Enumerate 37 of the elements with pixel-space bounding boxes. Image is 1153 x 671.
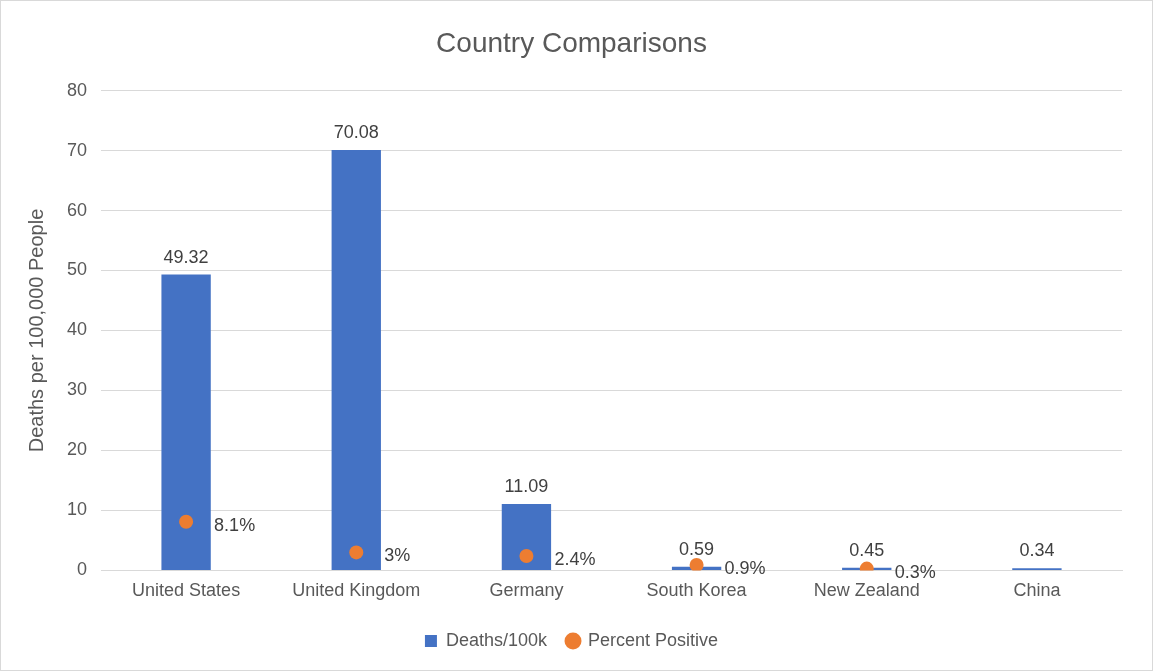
data-label: 0.34 (1019, 540, 1055, 561)
bar (501, 503, 552, 570)
bar (331, 150, 381, 570)
x-tick-label: China (1013, 580, 1062, 601)
point (349, 545, 364, 560)
point (519, 549, 534, 564)
y-axis-title: Deaths per 100,000 People (24, 208, 47, 453)
data-label: 49.32 (163, 246, 209, 267)
data-label: 0.59 (679, 538, 715, 559)
data-label: 0.45 (849, 539, 885, 560)
x-tick-label: United States (132, 580, 241, 601)
y-tick-label: 30 (66, 379, 88, 400)
legend-label: Percent Positive (588, 629, 719, 650)
y-tick-label: 10 (66, 499, 88, 520)
y-tick-label: 80 (66, 79, 88, 100)
bar (161, 274, 211, 570)
y-tick-label: 60 (66, 199, 88, 220)
legend-label: Deaths/100k (445, 629, 548, 650)
x-tick-label: New Zealand (813, 580, 920, 601)
data-label: 70.08 (333, 122, 379, 143)
y-tick-label: 20 (66, 439, 88, 460)
y-tick-label: 70 (66, 139, 88, 160)
data-label: 0.9% (724, 557, 766, 578)
data-label: 2.4% (554, 548, 596, 569)
y-tick-label: 50 (66, 259, 88, 280)
data-label: 3% (384, 545, 411, 566)
x-tick-label: South Korea (646, 580, 748, 601)
chart-title: Country Comparisons (436, 26, 707, 58)
y-tick-label: 40 (66, 319, 88, 340)
data-label: 8.1% (214, 514, 256, 535)
data-label: 0.3% (894, 561, 936, 582)
x-tick-label: Germany (489, 580, 564, 601)
data-label: 11.09 (504, 475, 549, 496)
point (179, 514, 194, 529)
x-tick-label: United Kingdom (292, 580, 421, 601)
y-tick-label: 0 (77, 559, 88, 580)
point (689, 558, 704, 571)
